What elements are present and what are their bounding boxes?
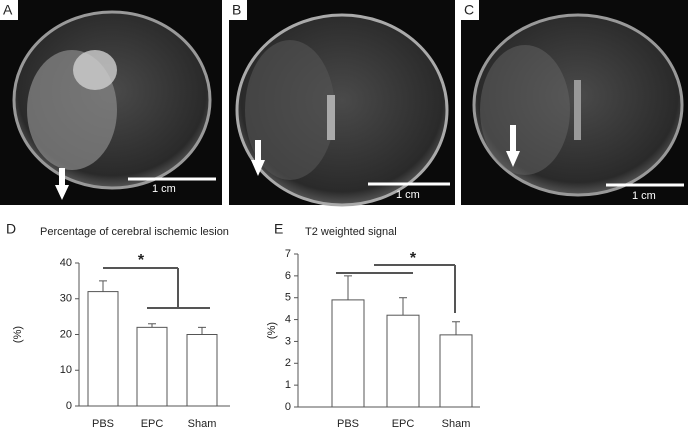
y-tick-label: 0 bbox=[285, 401, 291, 413]
y-tick-label: 40 bbox=[60, 257, 72, 269]
mri-panel-c: 1 cm C bbox=[461, 0, 688, 205]
panel-label: B bbox=[232, 2, 241, 18]
panel-label: A bbox=[3, 2, 13, 18]
bar bbox=[186, 334, 218, 407]
bar bbox=[386, 314, 420, 408]
scale-label: 1 cm bbox=[152, 183, 176, 195]
x-tick-label: EPC bbox=[141, 418, 164, 430]
y-tick-label: 1 bbox=[285, 379, 291, 391]
panel-label: D bbox=[6, 221, 16, 237]
mri-panel-b: 1 cm B bbox=[229, 0, 455, 207]
y-tick-label: 2 bbox=[285, 357, 291, 369]
bar bbox=[331, 299, 365, 408]
y-tick-label: 10 bbox=[60, 364, 72, 376]
bar bbox=[87, 291, 119, 407]
y-tick-label: 5 bbox=[285, 292, 291, 304]
bar bbox=[136, 326, 168, 407]
y-tick-label: 3 bbox=[285, 335, 291, 347]
x-tick-label: Sham bbox=[442, 418, 471, 430]
y-tick-label: 30 bbox=[60, 293, 72, 305]
x-tick-label: PBS bbox=[337, 418, 359, 430]
significance-marker: * bbox=[410, 250, 417, 267]
y-tick-label: 4 bbox=[285, 313, 291, 325]
y-tick-label: 0 bbox=[66, 400, 72, 412]
scale-label: 1 cm bbox=[632, 190, 656, 202]
y-axis-label: (%) bbox=[12, 326, 24, 343]
chart-title: T2 weighted signal bbox=[305, 226, 397, 238]
bar bbox=[439, 334, 473, 408]
y-tick-label: 6 bbox=[285, 270, 291, 282]
x-tick-label: EPC bbox=[392, 418, 415, 430]
significance-marker: * bbox=[138, 252, 145, 269]
mri-panel-a: 1 cm A bbox=[0, 0, 222, 205]
scale-label: 1 cm bbox=[396, 189, 420, 201]
panel-label: C bbox=[464, 2, 474, 18]
y-tick-label: 20 bbox=[60, 328, 72, 340]
panel-label: E bbox=[274, 221, 283, 237]
chart-title: Percentage of cerebral ischemic lesion bbox=[40, 226, 229, 238]
x-tick-label: Sham bbox=[188, 418, 217, 430]
x-tick-label: PBS bbox=[92, 418, 114, 430]
y-axis-label: (%) bbox=[266, 322, 278, 339]
y-tick-label: 7 bbox=[285, 248, 291, 260]
